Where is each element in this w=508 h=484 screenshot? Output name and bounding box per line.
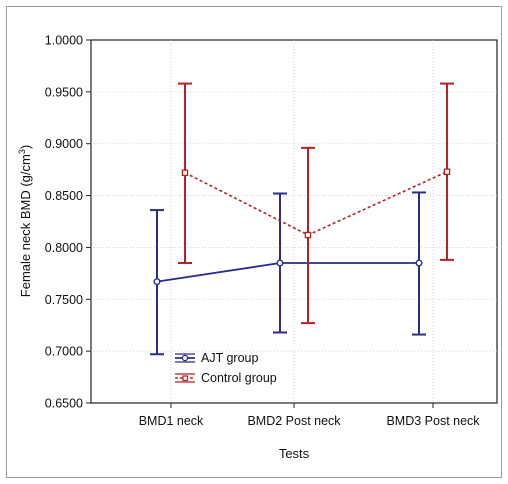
y-tick-label: 0.9000 [45, 137, 83, 151]
series-ajt [150, 191, 426, 356]
y-axis-title-sup: 3 [17, 149, 27, 154]
y-tick-label: 0.7000 [45, 345, 83, 359]
y-tick-label: 0.9500 [45, 85, 83, 99]
legend-marker-ajt [181, 354, 189, 362]
x-tick-label: BMD1 neck [139, 414, 204, 428]
x-tick-label: BMD3 Post neck [386, 414, 480, 428]
data-point [304, 231, 312, 239]
y-axis-title-main: Female neck BMD (g/cm [18, 154, 33, 297]
x-axis-title: Tests [279, 446, 310, 461]
legend: AJT group Control group [175, 351, 277, 385]
y-axis-ticks: 1.0000 0.9500 0.9000 0.8500 0.8000 0.7500 0.70… [45, 34, 91, 411]
data-point [415, 259, 423, 267]
y-axis-title: Female neck BMD (g/cm3) [17, 145, 33, 297]
y-tick-label: 0.6500 [45, 397, 83, 411]
x-axis-ticks: BMD1 neck BMD2 Post neck BMD3 Post neck [139, 403, 480, 428]
series-control [178, 82, 454, 325]
y-axis-title-close: ) [18, 145, 33, 149]
legend-label-control: Control group [201, 371, 277, 385]
y-tick-label: 0.8500 [45, 189, 83, 203]
data-point [181, 169, 189, 177]
y-tick-label: 0.8000 [45, 241, 83, 255]
y-tick-label: 0.7500 [45, 293, 83, 307]
x-tick-label: BMD2 Post neck [247, 414, 341, 428]
data-point [443, 168, 451, 175]
data-series [150, 82, 454, 356]
data-point [153, 278, 161, 286]
legend-label-ajt: AJT group [201, 351, 258, 365]
legend-marker-control [182, 375, 189, 382]
gridlines [91, 40, 497, 403]
y-tick-label: 1.0000 [45, 34, 83, 48]
data-point [276, 259, 284, 267]
